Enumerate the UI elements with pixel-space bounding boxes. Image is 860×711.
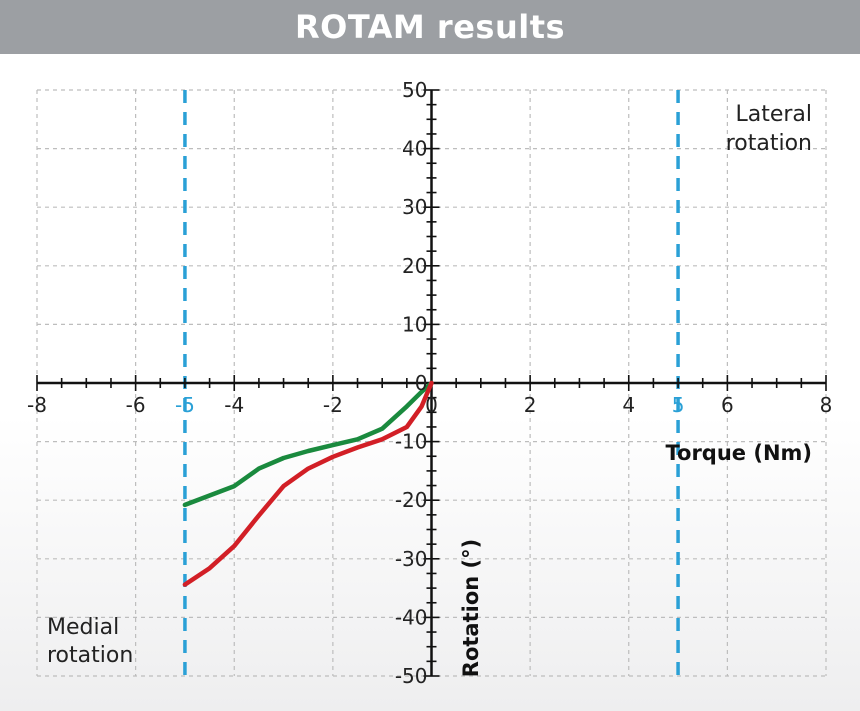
x-tick-label: -4 (224, 393, 244, 417)
x-tick-label: -2 (323, 393, 343, 417)
x-tick-label: 8 (820, 393, 833, 417)
x-tick-label: 2 (524, 393, 537, 417)
y-tick-label: 20 (402, 254, 427, 278)
y-tick-label: -10 (395, 430, 428, 454)
lateral-annotation-line1: Lateral (735, 102, 812, 127)
y-tick-label: 30 (402, 195, 427, 219)
lateral-annotation-line2: rotation (726, 131, 812, 156)
y-tick-label: -50 (395, 664, 428, 688)
x-tick-label: 4 (622, 393, 635, 417)
series-line-2 (182, 380, 434, 587)
x-tick-label: 6 (721, 393, 734, 417)
limit-line-label: 5 (672, 393, 685, 417)
y-tick-label: -40 (395, 605, 428, 629)
chart-title: ROTAM results (294, 8, 566, 46)
y-tick-label: 40 (402, 137, 427, 161)
x-tick-label: 0 (425, 393, 438, 417)
y-tick-label: 10 (402, 312, 427, 336)
title-banner: ROTAM results (0, 0, 860, 54)
y-tick-label: 50 (402, 78, 427, 102)
y-axis-title: Rotation (°) (459, 539, 483, 677)
x-tick-label: -8 (27, 393, 47, 417)
medial-annotation-line1: Medial (47, 615, 119, 640)
x-tick-label: -6 (126, 393, 146, 417)
limit-line-label: -5 (175, 393, 195, 417)
x-axis-title: Torque (Nm) (665, 441, 812, 465)
y-tick-label: -30 (395, 547, 428, 571)
y-tick-label: -20 (395, 488, 428, 512)
tick-labels: -8 -6 -4 -2 0 2 4 6 8-5 550403020100-10-20-30-40-… (27, 78, 832, 688)
medial-annotation-line2: rotation (47, 643, 133, 668)
series (182, 380, 434, 587)
series-line-1 (182, 380, 434, 508)
y-tick-label: 0 (415, 371, 428, 395)
